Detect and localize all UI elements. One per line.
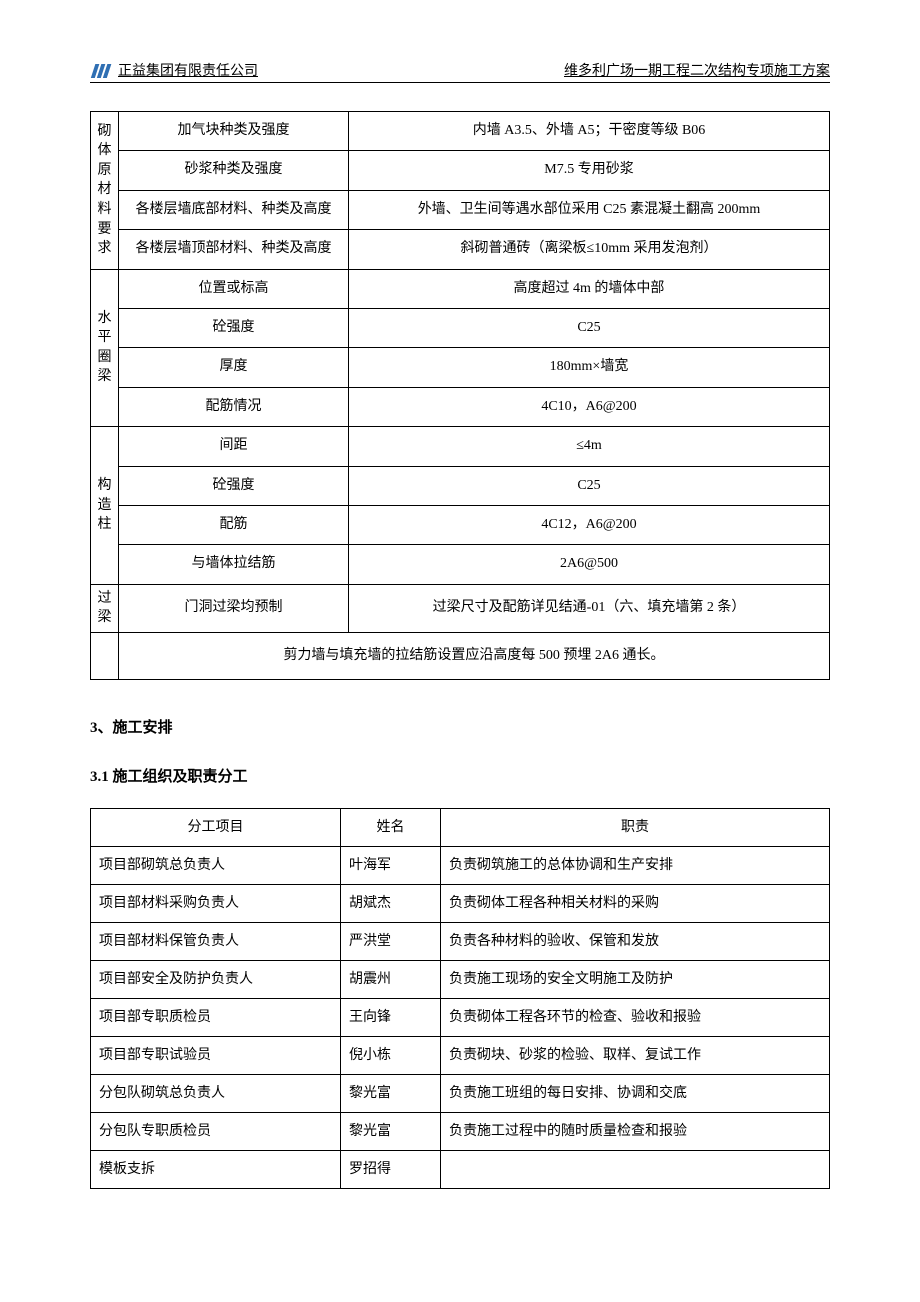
spec-param: 加气块种类及强度 — [119, 112, 349, 151]
spec-value: 2A6@500 — [349, 545, 830, 584]
spec-row: 各楼层墙顶部材料、种类及高度斜砌普通砖（离梁板≤10mm 采用发泡剂） — [91, 230, 830, 269]
roles-row: 项目部砌筑总负责人叶海军负责砌筑施工的总体协调和生产安排 — [91, 847, 830, 885]
roles-duty: 负责各种材料的验收、保管和发放 — [441, 923, 830, 961]
spec-group-label: 砌 体 原 材 料 要 求 — [91, 112, 119, 270]
spec-note-blank — [91, 632, 119, 679]
spec-value: C25 — [349, 466, 830, 505]
roles-role: 项目部砌筑总负责人 — [91, 847, 341, 885]
spec-row: 配筋4C12，A6@200 — [91, 505, 830, 544]
page-header: 正益集团有限责任公司 维多利广场一期工程二次结构专项施工方案 — [90, 60, 830, 83]
spec-note: 剪力墙与填充墙的拉结筋设置应沿高度每 500 预埋 2A6 通长。 — [119, 632, 830, 679]
roles-duty: 负责施工班组的每日安排、协调和交底 — [441, 1075, 830, 1113]
spec-value: ≤4m — [349, 427, 830, 466]
roles-header-role: 分工项目 — [91, 809, 341, 847]
header-left: 正益集团有限责任公司 — [90, 60, 258, 80]
spec-param: 厚度 — [119, 348, 349, 387]
roles-name: 黎光富 — [341, 1113, 441, 1151]
roles-name: 胡震州 — [341, 961, 441, 999]
roles-header-row: 分工项目 姓名 职责 — [91, 809, 830, 847]
roles-header-duty: 职责 — [441, 809, 830, 847]
roles-role: 分包队砌筑总负责人 — [91, 1075, 341, 1113]
roles-header-name: 姓名 — [341, 809, 441, 847]
roles-name: 严洪堂 — [341, 923, 441, 961]
roles-name: 倪小栋 — [341, 1037, 441, 1075]
roles-row: 项目部专职质检员王向锋负责砌体工程各环节的检查、验收和报验 — [91, 999, 830, 1037]
spec-param: 与墙体拉结筋 — [119, 545, 349, 584]
spec-param: 配筋情况 — [119, 387, 349, 426]
company-logo-icon — [90, 62, 114, 80]
spec-value: 外墙、卫生间等遇水部位采用 C25 素混凝土翻高 200mm — [349, 190, 830, 229]
document-page: 正益集团有限责任公司 维多利广场一期工程二次结构专项施工方案 砌 体 原 材 料… — [0, 0, 920, 1249]
roles-role: 项目部材料采购负责人 — [91, 885, 341, 923]
project-name: 维多利广场一期工程二次结构专项施工方案 — [564, 60, 830, 80]
roles-role: 项目部安全及防护负责人 — [91, 961, 341, 999]
spec-row: 砼强度C25 — [91, 308, 830, 347]
spec-row: 砌 体 原 材 料 要 求加气块种类及强度内墙 A3.5、外墙 A5；干密度等级… — [91, 112, 830, 151]
spec-param: 位置或标高 — [119, 269, 349, 308]
roles-name: 王向锋 — [341, 999, 441, 1037]
spec-row: 砂浆种类及强度M7.5 专用砂浆 — [91, 151, 830, 190]
spec-value: 180mm×墙宽 — [349, 348, 830, 387]
spec-value: C25 — [349, 308, 830, 347]
spec-table: 砌 体 原 材 料 要 求加气块种类及强度内墙 A3.5、外墙 A5；干密度等级… — [90, 111, 830, 680]
spec-group-label: 构 造 柱 — [91, 427, 119, 585]
section-3-title: 3、施工安排 — [90, 716, 830, 737]
spec-param: 砼强度 — [119, 308, 349, 347]
roles-name: 胡斌杰 — [341, 885, 441, 923]
spec-param: 各楼层墙顶部材料、种类及高度 — [119, 230, 349, 269]
section-3-1-title: 3.1 施工组织及职责分工 — [90, 765, 830, 786]
roles-duty: 负责施工过程中的随时质量检查和报验 — [441, 1113, 830, 1151]
roles-role: 项目部材料保管负责人 — [91, 923, 341, 961]
spec-row: 配筋情况4C10，A6@200 — [91, 387, 830, 426]
spec-row: 砼强度C25 — [91, 466, 830, 505]
spec-value: 斜砌普通砖（离梁板≤10mm 采用发泡剂） — [349, 230, 830, 269]
spec-row: 各楼层墙底部材料、种类及高度外墙、卫生间等遇水部位采用 C25 素混凝土翻高 2… — [91, 190, 830, 229]
spec-value: 高度超过 4m 的墙体中部 — [349, 269, 830, 308]
spec-row: 水 平 圈 梁位置或标高高度超过 4m 的墙体中部 — [91, 269, 830, 308]
roles-duty: 负责砌块、砂浆的检验、取样、复试工作 — [441, 1037, 830, 1075]
spec-param: 各楼层墙底部材料、种类及高度 — [119, 190, 349, 229]
spec-row: 与墙体拉结筋2A6@500 — [91, 545, 830, 584]
roles-role: 分包队专职质检员 — [91, 1113, 341, 1151]
roles-duty: 负责施工现场的安全文明施工及防护 — [441, 961, 830, 999]
roles-row: 项目部安全及防护负责人胡震州负责施工现场的安全文明施工及防护 — [91, 961, 830, 999]
roles-duty: 负责砌筑施工的总体协调和生产安排 — [441, 847, 830, 885]
roles-duty: 负责砌体工程各环节的检查、验收和报验 — [441, 999, 830, 1037]
roles-row: 分包队专职质检员黎光富负责施工过程中的随时质量检查和报验 — [91, 1113, 830, 1151]
spec-param: 间距 — [119, 427, 349, 466]
roles-role: 项目部专职质检员 — [91, 999, 341, 1037]
spec-group-label: 过 梁 — [91, 584, 119, 632]
spec-row: 厚度180mm×墙宽 — [91, 348, 830, 387]
roles-role: 项目部专职试验员 — [91, 1037, 341, 1075]
spec-value: M7.5 专用砂浆 — [349, 151, 830, 190]
roles-row: 模板支拆罗招得 — [91, 1151, 830, 1189]
spec-group-label: 水 平 圈 梁 — [91, 269, 119, 427]
spec-param: 砼强度 — [119, 466, 349, 505]
roles-role: 模板支拆 — [91, 1151, 341, 1189]
roles-table: 分工项目 姓名 职责 项目部砌筑总负责人叶海军负责砌筑施工的总体协调和生产安排项… — [90, 808, 830, 1189]
spec-value: 4C12，A6@200 — [349, 505, 830, 544]
spec-param: 门洞过梁均预制 — [119, 584, 349, 632]
roles-row: 项目部材料采购负责人胡斌杰负责砌体工程各种相关材料的采购 — [91, 885, 830, 923]
spec-param: 砂浆种类及强度 — [119, 151, 349, 190]
roles-name: 叶海军 — [341, 847, 441, 885]
roles-name: 罗招得 — [341, 1151, 441, 1189]
spec-note-row: 剪力墙与填充墙的拉结筋设置应沿高度每 500 预埋 2A6 通长。 — [91, 632, 830, 679]
roles-row: 项目部材料保管负责人严洪堂负责各种材料的验收、保管和发放 — [91, 923, 830, 961]
roles-name: 黎光富 — [341, 1075, 441, 1113]
spec-value: 过梁尺寸及配筋详见结通-01（六、填充墙第 2 条） — [349, 584, 830, 632]
spec-value: 内墙 A3.5、外墙 A5；干密度等级 B06 — [349, 112, 830, 151]
roles-duty — [441, 1151, 830, 1189]
spec-row: 构 造 柱间距≤4m — [91, 427, 830, 466]
spec-value: 4C10，A6@200 — [349, 387, 830, 426]
roles-row: 项目部专职试验员倪小栋负责砌块、砂浆的检验、取样、复试工作 — [91, 1037, 830, 1075]
roles-duty: 负责砌体工程各种相关材料的采购 — [441, 885, 830, 923]
spec-row: 过 梁门洞过梁均预制过梁尺寸及配筋详见结通-01（六、填充墙第 2 条） — [91, 584, 830, 632]
roles-row: 分包队砌筑总负责人黎光富负责施工班组的每日安排、协调和交底 — [91, 1075, 830, 1113]
spec-param: 配筋 — [119, 505, 349, 544]
company-name: 正益集团有限责任公司 — [118, 60, 258, 80]
